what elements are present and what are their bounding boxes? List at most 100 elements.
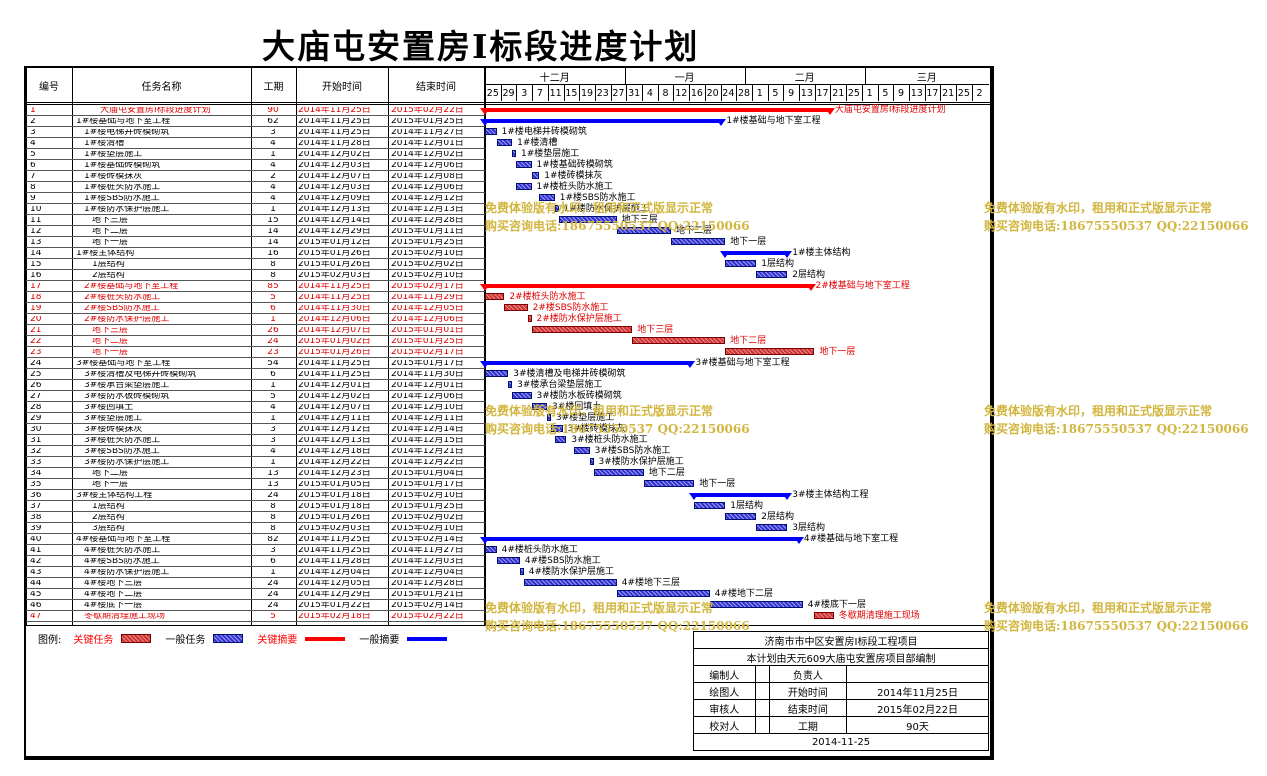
table-row[interactable]: 25 3#楼清槽及电梯井砖模砌筑 6 2014年11月25日 2014年11月30日 — [26, 371, 485, 380]
task-bar[interactable] — [616, 590, 710, 597]
task-bar[interactable] — [725, 348, 815, 355]
table-row[interactable]: 46 4#楼底下一层 24 2015年01月22日 2015年02月14日 — [26, 602, 485, 611]
task-bar[interactable] — [694, 502, 726, 509]
table-row[interactable]: 21 地下三层 26 2014年12月07日 2015年01月01日 — [26, 327, 485, 336]
task-bar[interactable] — [531, 172, 540, 179]
task-bar[interactable] — [485, 546, 497, 553]
table-row[interactable]: 38 2层结构 8 2015年01月26日 2015年02月02日 — [26, 514, 485, 523]
table-row[interactable]: 17 2#楼基础与地下室工程 85 2014年11月25日 2015年02月17日 — [26, 283, 485, 292]
task-bar[interactable] — [512, 150, 516, 157]
table-row[interactable]: 31 3#楼桩头防水施工 3 2014年12月13日 2014年12月15日 — [26, 437, 485, 446]
task-bar[interactable] — [519, 568, 524, 575]
day-header: 16 — [690, 87, 703, 99]
table-row[interactable]: 26 3#楼承台梁垫层施工 1 2014年12月01日 2014年12月01日 — [26, 382, 485, 391]
table-row[interactable]: 22 地下二层 24 2015年01月02日 2015年01月25日 — [26, 338, 485, 347]
summary-bar[interactable] — [485, 537, 799, 541]
table-row[interactable]: 7 1#楼砖模抹灰 2 2014年12月07日 2014年12月08日 — [26, 173, 485, 182]
table-row[interactable]: 47 冬歇期清理施工现场 5 2015年02月18日 2015年02月22日 — [26, 613, 485, 622]
task-bar[interactable] — [593, 469, 644, 476]
task-bar[interactable] — [814, 612, 834, 619]
table-row[interactable]: 14 1#楼主体结构 16 2015年01月26日 2015年02月10日 — [26, 250, 485, 259]
day-divider — [783, 85, 785, 101]
table-row[interactable]: 15 1层结构 8 2015年01月26日 2015年02月02日 — [26, 261, 485, 270]
task-bar[interactable] — [756, 524, 788, 531]
summary-bar[interactable] — [694, 493, 788, 497]
table-row[interactable]: 6 1#楼基础砖模砌筑 4 2014年12月03日 2014年12月06日 — [26, 162, 485, 171]
task-bar[interactable] — [504, 304, 528, 311]
task-bar[interactable] — [508, 381, 513, 388]
task-bar[interactable] — [589, 458, 594, 465]
task-bar[interactable] — [516, 161, 532, 168]
task-bar[interactable] — [516, 183, 532, 190]
table-row[interactable]: 36 3#楼主体结构工程 24 2015年01月18日 2015年02月10日 — [26, 492, 485, 501]
table-row[interactable]: 28 3#楼回填土 4 2014年12月07日 2014年12月10日 — [26, 404, 485, 413]
summary-bar[interactable] — [485, 119, 722, 123]
task-bar[interactable] — [550, 425, 563, 432]
table-row[interactable]: 37 1层结构 8 2015年01月18日 2015年01月25日 — [26, 503, 485, 512]
table-row[interactable]: 8 1#楼桩头防水施工 4 2014年12月03日 2014年12月06日 — [26, 184, 485, 193]
table-row[interactable]: 2 1#楼基础与地下室工程 62 2014年11月25日 2015年01月25日 — [26, 118, 485, 127]
task-bar[interactable] — [512, 392, 532, 399]
table-row[interactable]: 1 大庙屯安置房Ⅰ标段进度计划 90 2014年11月25日 2015年02月22日 — [26, 107, 485, 116]
table-row[interactable]: 23 地下一层 23 2015年01月26日 2015年02月17日 — [26, 349, 485, 358]
table-row[interactable]: 30 3#楼砖模抹灰 3 2014年12月12日 2014年12月14日 — [26, 426, 485, 435]
table-row[interactable]: 42 4#楼SBS防水施工 6 2014年11月28日 2014年12月03日 — [26, 558, 485, 567]
table-row[interactable]: 18 2#楼桩头防水施工 5 2014年11月25日 2014年11月29日 — [26, 294, 485, 303]
task-bar[interactable] — [485, 370, 509, 377]
table-row[interactable]: 10 1#楼防水保护层施工 1 2014年12月13日 2014年12月13日 — [26, 206, 485, 215]
summary-bar[interactable] — [485, 284, 811, 288]
summary-bar[interactable] — [725, 251, 788, 255]
table-row[interactable]: 44 4#楼地下三层 24 2014年12月05日 2014年12月28日 — [26, 580, 485, 589]
task-bar[interactable] — [643, 480, 695, 487]
summary-bar[interactable] — [485, 108, 830, 112]
table-row[interactable]: 19 2#楼SBS防水施工 6 2014年11月30日 2014年12月05日 — [26, 305, 485, 314]
task-bar[interactable] — [496, 557, 520, 564]
table-row[interactable]: 33 3#楼防水保护层施工 1 2014年12月22日 2014年12月22日 — [26, 459, 485, 468]
table-row[interactable]: 45 4#楼地下二层 24 2014年12月29日 2015年01月21日 — [26, 591, 485, 600]
table-row[interactable]: 40 4#楼基础与地下室工程 82 2014年11月25日 2015年02月14日 — [26, 536, 485, 545]
table-row[interactable]: 5 1#楼垫层施工 1 2014年12月02日 2014年12月02日 — [26, 151, 485, 160]
table-row[interactable]: 39 3层结构 8 2015年02月03日 2015年02月10日 — [26, 525, 485, 534]
task-bar[interactable] — [531, 326, 633, 333]
table-row[interactable]: 24 3#楼基础与地下室工程 54 2014年11月25日 2015年01月17日 — [26, 360, 485, 369]
task-bar[interactable] — [554, 205, 559, 212]
day-divider — [736, 85, 738, 101]
task-bar[interactable] — [531, 403, 547, 410]
task-end: 2014年12月01日 — [391, 382, 464, 389]
table-row[interactable]: 20 2#楼防水保护层施工 1 2014年12月06日 2014年12月06日 — [26, 316, 485, 325]
task-bar[interactable] — [671, 238, 726, 245]
task-bar[interactable] — [523, 579, 617, 586]
table-row[interactable]: 43 4#楼防水保护层施工 1 2014年12月04日 2014年12月04日 — [26, 569, 485, 578]
table-row[interactable]: 27 3#楼防水板砖模砌筑 5 2014年12月02日 2014年12月06日 — [26, 393, 485, 402]
table-row[interactable]: 16 2层结构 8 2015年02月03日 2015年02月10日 — [26, 272, 485, 281]
table-row[interactable]: 9 1#楼SBS防水施工 4 2014年12月09日 2014年12月12日 — [26, 195, 485, 204]
task-name: 1#楼基础与地下室工程 — [76, 118, 171, 125]
task-bar[interactable] — [485, 293, 505, 300]
task-bar[interactable] — [725, 513, 757, 520]
summary-bar[interactable] — [485, 361, 691, 365]
task-bar[interactable] — [485, 128, 497, 135]
table-row[interactable]: 34 地下二层 13 2014年12月23日 2015年01月04日 — [26, 470, 485, 479]
task-bar[interactable] — [725, 260, 757, 267]
table-row[interactable]: 3 1#楼电梯井砖模砌筑 3 2014年11月25日 2014年11月27日 — [26, 129, 485, 138]
task-bar[interactable] — [756, 271, 788, 278]
task-bar[interactable] — [496, 139, 513, 146]
task-bar[interactable] — [632, 337, 726, 344]
table-row[interactable]: 32 3#楼SBS防水施工 4 2014年12月18日 2014年12月21日 — [26, 448, 485, 457]
task-bar[interactable] — [539, 194, 555, 201]
task-bar[interactable] — [616, 227, 671, 234]
table-row[interactable]: 29 3#楼垫层施工 1 2014年12月11日 2014年12月11日 — [26, 415, 485, 424]
table-row[interactable]: 35 地下一层 13 2015年01月05日 2015年01月17日 — [26, 481, 485, 490]
table-row[interactable]: 12 地下二层 14 2014年12月29日 2015年01月11日 — [26, 228, 485, 237]
task-bar[interactable] — [558, 216, 617, 223]
table-row[interactable]: 41 4#楼桩头防水施工 3 2014年11月25日 2014年11月27日 — [26, 547, 485, 556]
table-row[interactable]: 11 地下三层 15 2014年12月14日 2014年12月28日 — [26, 217, 485, 226]
task-bar[interactable] — [574, 447, 590, 454]
task-bar[interactable] — [527, 315, 532, 322]
table-row[interactable]: 4 1#楼清槽 4 2014年11月28日 2014年12月01日 — [26, 140, 485, 149]
task-bar[interactable] — [709, 601, 803, 608]
table-row[interactable]: 13 地下一层 14 2015年01月12日 2015年01月25日 — [26, 239, 485, 248]
task-bar[interactable] — [554, 436, 567, 443]
legend-swatch — [305, 636, 346, 641]
task-bar[interactable] — [547, 414, 551, 421]
